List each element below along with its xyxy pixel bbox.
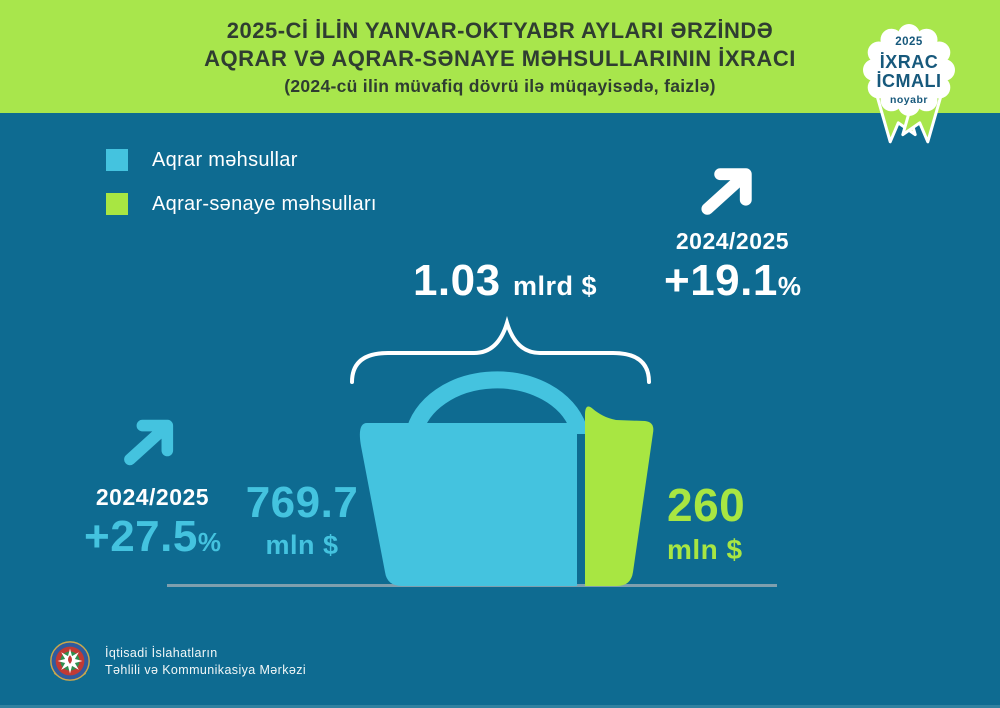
legend-swatch-senaye xyxy=(106,193,128,215)
badge-rosette-seal-icon xyxy=(863,24,955,116)
legend-item-senaye: Aqrar-sənaye məhsulları xyxy=(106,193,377,215)
badge-year: 2025 xyxy=(895,36,923,48)
total-growth-value: +19.1% xyxy=(650,256,815,306)
aqrar-value: 769.7 xyxy=(245,478,359,527)
legend-label-senaye: Aqrar-sənaye məhsulları xyxy=(152,192,377,215)
badge-month: noyabr xyxy=(890,94,928,106)
curly-brace xyxy=(350,316,651,384)
org-name-line1: İqtisadi İslahatların xyxy=(105,646,218,660)
basket-handle xyxy=(405,371,587,437)
footer: İqtisadi İslahatların Təhlili və Kommuni… xyxy=(47,639,306,685)
senaye-value-block: 260 mln $ xyxy=(667,478,797,566)
aqrar-value-block: 769.7 mln $ xyxy=(228,478,376,561)
total-unit: mlrd $ xyxy=(513,271,598,301)
total-growth-change: +19.1 xyxy=(664,256,778,305)
aqrar-growth-period: 2024/2025 xyxy=(95,484,210,510)
legend-item-aqrar: Aqrar məhsullar xyxy=(106,149,377,171)
legend-swatch-aqrar xyxy=(106,149,128,171)
basket-segment-senaye xyxy=(585,406,654,586)
bottom-edge-strip xyxy=(0,705,1000,708)
header: 2025-Cİ İLİN YANVAR-OKTYABR AYLARI ƏRZİN… xyxy=(0,0,1000,113)
senaye-unit: mln $ xyxy=(667,534,743,565)
badge-title-line2: İCMALI xyxy=(877,71,942,91)
total-value-label: 1.03 mlrd $ xyxy=(370,256,640,306)
azerbaijan-emblem-icon xyxy=(50,641,90,681)
aqrar-growth-percent-sign: % xyxy=(197,527,221,557)
total-growth-percent-sign: % xyxy=(777,271,801,301)
page-title-line2: AQRAR VƏ AQRAR-SƏNAYE MƏHSULLARININ İXRA… xyxy=(204,46,796,71)
basket-chart xyxy=(359,371,654,586)
senaye-value: 260 xyxy=(667,479,746,531)
ixrac-icmali-badge: 2025 İXRAC İCMALI noyabr xyxy=(863,24,955,144)
legend: Aqrar məhsullar Aqrar-sənaye məhsulları xyxy=(106,149,377,237)
org-name: İqtisadi İslahatların Təhlili və Kommuni… xyxy=(105,645,306,679)
up-right-arrow-icon-total xyxy=(701,168,752,215)
page-subtitle: (2024-cü ilin müvafiq dövrü ilə müqayisə… xyxy=(284,76,716,96)
total-value: 1.03 xyxy=(412,256,501,305)
badge-title-line1: İXRAC xyxy=(880,52,939,72)
legend-label-aqrar: Aqrar məhsullar xyxy=(152,148,298,171)
page-title-line1: 2025-Cİ İLİN YANVAR-OKTYABR AYLARI ƏRZİN… xyxy=(226,18,774,43)
aqrar-unit: mln $ xyxy=(265,530,339,560)
org-name-line2: Təhlili və Kommunikasiya Mərkəzi xyxy=(105,663,307,677)
basket-segment-aqrar xyxy=(359,423,577,586)
up-right-arrow-icon-aqrar xyxy=(124,419,174,466)
total-growth-period: 2024/2025 xyxy=(675,228,790,254)
aqrar-growth-value: +27.5% xyxy=(70,512,235,562)
aqrar-growth-change: +27.5 xyxy=(84,512,198,561)
